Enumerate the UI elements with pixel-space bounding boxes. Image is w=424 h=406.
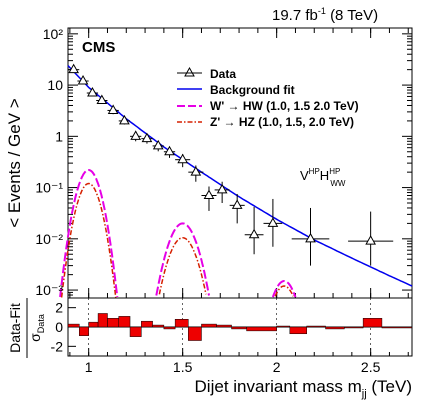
ratio-ylabel-num: Data-Fit <box>7 303 23 353</box>
data-point <box>177 153 189 164</box>
x-tick-labels: 1 1.5 2 2.5 <box>85 359 381 375</box>
pull-bar <box>344 326 364 329</box>
ratio-y-axis-label: Data-Fit σData <box>7 298 46 358</box>
pull-bar <box>129 326 142 337</box>
pull-bar <box>188 326 202 341</box>
data-point <box>203 189 215 200</box>
y-tick-label: 10² <box>43 26 64 42</box>
data-point <box>130 130 142 140</box>
axis-ticks <box>68 28 412 356</box>
y-tick-label: 10⁻² <box>35 231 63 247</box>
data-point <box>164 145 175 156</box>
pull-bar <box>88 321 99 328</box>
pull-bar <box>381 326 413 329</box>
pull-bar <box>118 316 131 328</box>
legend-wprime-label: W' → HW (1.0, 1.5 2.0 TeV) <box>210 99 359 113</box>
data-point <box>231 199 243 209</box>
data-point <box>190 166 202 176</box>
pull-bar <box>276 325 291 328</box>
pull-bar <box>362 318 383 328</box>
ratio-ylabel-den: σData <box>27 314 46 342</box>
wprime-signal-curve <box>155 222 210 296</box>
data-point <box>68 63 79 74</box>
y-tick-label: 1 <box>55 128 63 144</box>
legend-data-marker <box>184 66 195 77</box>
pull-bar <box>246 326 277 332</box>
zprime-signal-curve <box>60 182 117 298</box>
pull-bar <box>325 326 345 330</box>
data-point <box>305 232 316 243</box>
data-point <box>119 114 130 125</box>
pull-bars <box>67 313 413 341</box>
x-tick-label: 1 <box>85 359 93 375</box>
x-axis-label: Dijet invariant mass mjj (TeV) <box>195 377 412 400</box>
pull-bar <box>201 323 217 328</box>
zprime-signal-curve <box>158 236 207 295</box>
experiment-label: CMS <box>82 39 115 56</box>
main-panel-frame <box>67 27 413 299</box>
data-point <box>141 132 153 143</box>
data-point <box>107 104 119 114</box>
pull-bar <box>306 325 326 328</box>
x-tick-label: 2 <box>273 359 281 375</box>
y-tick-label: 10⁻³ <box>35 282 63 298</box>
y-tick-label: 10⁻¹ <box>35 180 63 196</box>
data-point <box>77 75 89 85</box>
y-axis-label: < Events / GeV > <box>5 98 24 228</box>
pull-bar <box>163 326 176 330</box>
lumi-label: 19.7 fb-1 (8 TeV) <box>272 6 378 24</box>
data-point <box>267 217 279 227</box>
data-points <box>68 63 394 266</box>
signal-curves <box>59 168 297 298</box>
pull-bar <box>107 318 120 328</box>
pull-bar <box>152 324 165 328</box>
pull-bar <box>216 324 232 328</box>
wprime-signal-curve <box>271 279 297 298</box>
data-point <box>365 235 376 245</box>
zprime-signal-curve <box>274 285 294 297</box>
category-label: VHPHHP WW <box>300 167 346 188</box>
legend-fit-label: Background fit <box>210 83 295 97</box>
legend-zprime-label: Z' → HZ (1.0, 1.5, 2.0 TeV) <box>210 115 354 129</box>
data-point <box>248 228 260 239</box>
data-point <box>216 183 228 194</box>
wprime-signal-curve <box>59 168 119 298</box>
pull-bar <box>97 313 108 328</box>
data-point <box>152 139 164 150</box>
legend-data-label: Data <box>210 67 236 81</box>
data-point <box>96 94 108 105</box>
legend: Data Background fit W' → HW (1.0, 1.5 2.… <box>177 66 359 129</box>
ratio-y-tick-label: -2 <box>51 338 64 354</box>
pull-bar <box>141 320 153 328</box>
pull-bar <box>231 326 247 330</box>
x-tick-label: 1.5 <box>173 359 193 375</box>
y-tick-label: 10 <box>47 77 63 93</box>
ratio-y-tick-label: 2 <box>55 300 63 316</box>
pull-bar <box>289 326 307 335</box>
pull-bar <box>67 323 80 328</box>
y-tick-labels: 10⁻³ 10⁻² 10⁻¹ 1 10 10² -2 0 2 <box>35 26 63 354</box>
ratio-y-tick-label: 0 <box>55 319 63 335</box>
data-point <box>87 87 98 97</box>
pull-bar <box>79 326 89 336</box>
x-tick-label: 2.5 <box>361 359 381 375</box>
pull-bar <box>174 319 189 328</box>
